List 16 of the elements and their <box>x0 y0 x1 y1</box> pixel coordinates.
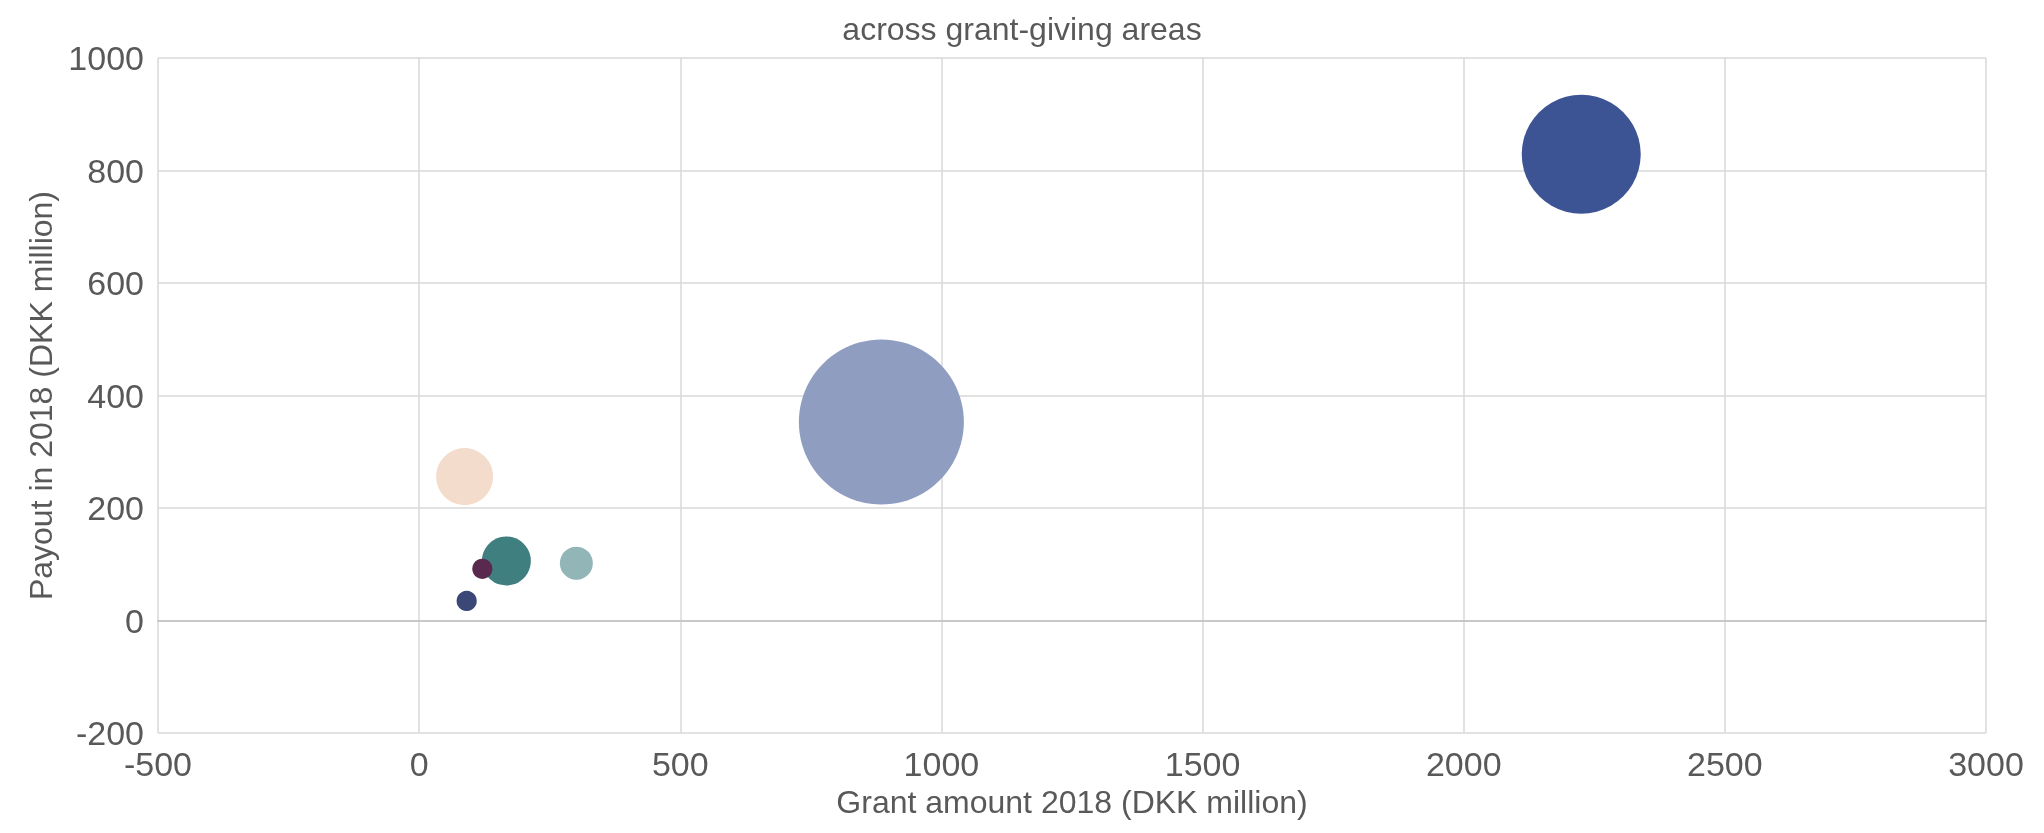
y-tick-label: 400 <box>87 376 144 415</box>
x-tick-label: 1500 <box>1164 745 1241 784</box>
y-tick-label: 1000 <box>68 39 144 77</box>
x-tick-label: 500 <box>651 745 709 784</box>
y-axis-title: Payout in 2018 (DKK million) <box>23 191 60 601</box>
x-tick-label: 0 <box>409 745 429 784</box>
x-axis-title: Grant amount 2018 (DKK million) <box>836 784 1308 820</box>
x-tick-label: 1000 <box>903 745 980 784</box>
y-tick-label: 600 <box>87 264 144 303</box>
x-tick-label: 3000 <box>1948 745 2024 784</box>
x-tick-label: 2500 <box>1687 745 1763 784</box>
x-tick-label: 2000 <box>1425 745 1502 784</box>
y-tick-label: 0 <box>125 601 144 640</box>
chart-title: across grant-giving areas <box>842 11 1202 47</box>
y-tick-label: 800 <box>87 151 144 190</box>
y-tick-label: 200 <box>87 489 144 528</box>
